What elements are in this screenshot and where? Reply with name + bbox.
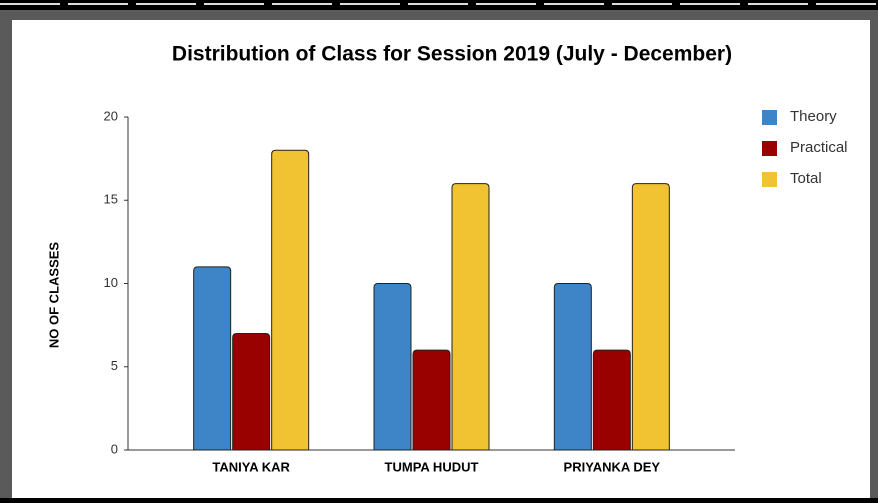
bar <box>631 183 670 451</box>
y-axis-label: NO OF CLASSES <box>46 242 61 349</box>
bar <box>232 332 271 451</box>
x-tick-label: PRIYANKA DEY <box>564 459 661 474</box>
bar <box>451 183 490 451</box>
chart-title: Distribution of Class for Session 2019 (… <box>172 43 732 66</box>
bar <box>373 283 412 451</box>
legend-swatch <box>762 141 777 156</box>
bar <box>592 349 631 451</box>
y-tick-label: 15 <box>104 192 118 207</box>
bar <box>193 266 232 451</box>
y-tick-label: 0 <box>111 441 118 456</box>
bar <box>553 283 592 451</box>
legend-swatch <box>762 110 777 125</box>
legend-swatch <box>762 172 777 187</box>
y-tick-label: 20 <box>104 108 118 123</box>
legend-label: Total <box>790 170 822 187</box>
y-tick-label: 10 <box>104 275 118 290</box>
bar <box>412 349 451 451</box>
legend-label: Practical <box>790 139 848 156</box>
legend-label: Theory <box>790 108 837 125</box>
x-tick-label: TUMPA HUDUT <box>385 459 479 474</box>
y-tick-label: 5 <box>111 358 118 373</box>
bar <box>271 149 310 451</box>
x-tick-label: TANIYA KAR <box>212 459 290 474</box>
